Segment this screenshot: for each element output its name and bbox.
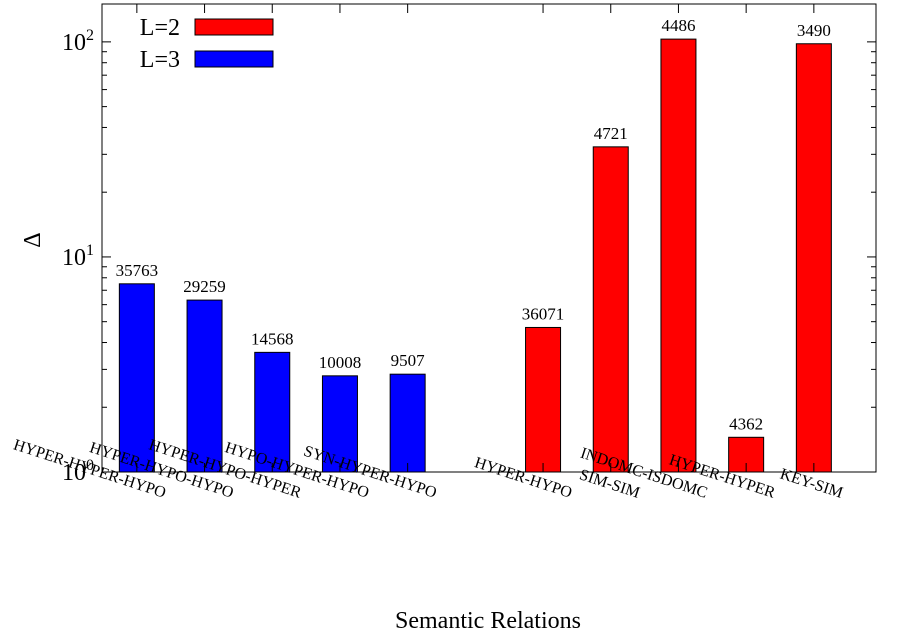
plot-frame [101,3,877,473]
y-tick-exponent: 0 [86,457,94,474]
legend-label: L=3 [140,47,180,73]
x-axis-title: Semantic Relations [395,608,581,634]
bar-value-label: 3490 [797,21,831,40]
bar [660,38,697,473]
y-tick-label: 101 [62,242,94,271]
y-tick-base: 10 [62,30,86,56]
bar [118,283,155,473]
y-tick-label: 100 [62,457,94,486]
bar-value-label: 4721 [594,124,628,143]
y-tick-exponent: 2 [86,27,94,44]
legend-swatch [194,18,274,36]
bar [389,373,426,473]
bar [525,326,562,473]
y-tick-base: 10 [62,245,86,271]
bar-value-label: 4362 [729,414,763,433]
bars-layer [118,38,832,473]
y-tick-exponent: 1 [86,242,94,259]
bar-value-label: 29259 [183,277,226,296]
bar-value-label: 4486 [661,16,695,35]
bar-value-label: 35763 [116,261,159,280]
bar-value-label: 9507 [391,351,426,370]
bar-value-label: 36071 [522,304,565,323]
bar [795,43,832,473]
bar [592,146,629,473]
bar [321,375,358,473]
bar [186,299,223,473]
y-tick-label: 102 [62,27,94,56]
legend-label: L=2 [140,15,180,41]
y-axis-title: Δ [20,232,46,247]
bar-value-label: 10008 [319,353,362,372]
legend-swatch [194,50,274,68]
legend: L=2L=3 [140,15,274,73]
bar-value-label: 14568 [251,329,294,348]
bar [254,351,291,473]
y-tick-base: 10 [62,460,86,486]
